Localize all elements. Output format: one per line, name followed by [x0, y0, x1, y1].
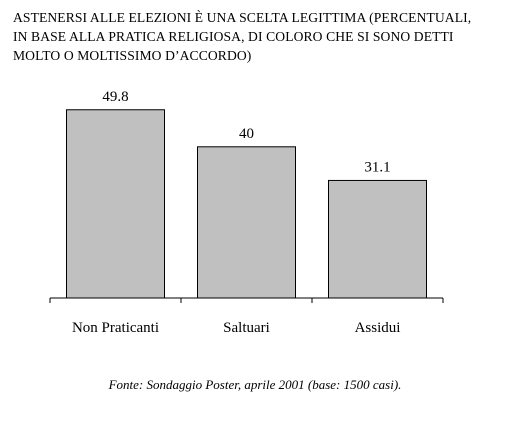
chart-title-line-3: MOLTO O MOLTISSIMO D’ACCORDO)	[13, 48, 252, 63]
bar-1	[66, 109, 165, 299]
bar-2	[197, 146, 296, 299]
data-label-1: 49.8	[102, 89, 128, 105]
chart-title: ASTENERSI ALLE ELEZIONI È UNA SCELTA LEG…	[13, 8, 503, 65]
x-tick-label-1: Non Praticanti	[72, 320, 159, 336]
data-label-3: 31.1	[364, 159, 390, 175]
data-label-2: 40	[239, 126, 254, 142]
x-tick-label-2: Saltuari	[223, 320, 270, 336]
bar-3	[328, 179, 427, 299]
chart-title-line-1: ASTENERSI ALLE ELEZIONI È UNA SCELTA LEG…	[13, 10, 472, 25]
chart-title-line-2: IN BASE ALLA PRATICA RELIGIOSA, DI COLOR…	[13, 29, 454, 44]
x-tick-label-3: Assidui	[355, 320, 401, 336]
source-note: Fonte: Sondaggio Poster, aprile 2001 (ba…	[108, 377, 402, 392]
